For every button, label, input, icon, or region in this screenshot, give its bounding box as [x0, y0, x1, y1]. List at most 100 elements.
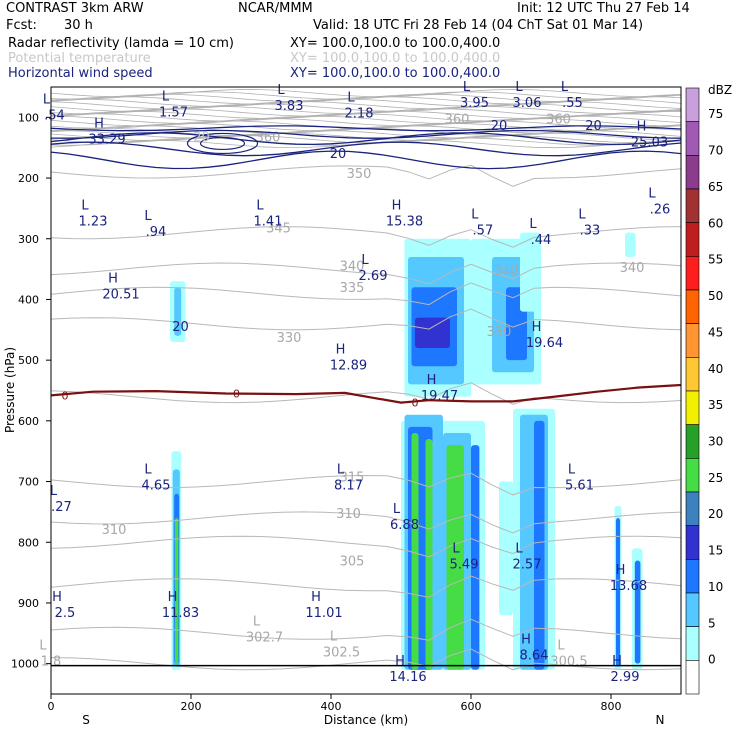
extremum-value: 5.61 [565, 479, 594, 494]
theta-contour [50, 575, 682, 598]
colorbar-swatch [685, 424, 700, 459]
extremum-marker: L [561, 80, 569, 95]
y-tick-label: 100 [18, 111, 39, 124]
extremum-marker: L [393, 502, 401, 517]
extremum-marker: H [612, 654, 622, 669]
theta-extremum-marker: L [330, 630, 338, 645]
extremum-value: .57 [473, 224, 494, 239]
extremum-marker: L [337, 463, 345, 478]
extremum-value: 12.89 [330, 358, 367, 373]
colorbar: dBZ 0 5 10 15 20 25 30 35 40 45 50 55 60 65 70 75 [685, 83, 732, 695]
theta-contour [50, 110, 682, 120]
theta-contour [50, 115, 682, 124]
reflectivity-cell [174, 287, 182, 336]
colorbar-swatch [685, 626, 700, 661]
y-tick-label: 500 [18, 354, 39, 367]
colorbar-swatch [685, 559, 700, 594]
extremum-marker: L [648, 186, 656, 201]
extremum-value: 20.51 [102, 287, 139, 302]
field-wind-xy: XY= 100.0,100.0 to 100.0,400.0 [290, 66, 501, 81]
colorbar-swatch [685, 592, 700, 627]
reflectivity-cell [615, 517, 621, 667]
theta-contour [51, 130, 682, 139]
theta-contour-label: 340 [620, 261, 645, 276]
colorbar-swatch [685, 525, 700, 560]
extremum-value: 4.65 [142, 479, 171, 494]
org-label: NCAR/MMM [238, 1, 313, 16]
theta-contour-label: 360 [546, 112, 571, 127]
theta-contour [50, 103, 682, 112]
wind-contour [50, 150, 682, 170]
valid-time: Valid: 18 UTC Fri 28 Feb 14 (04 ChT Sat … [313, 18, 644, 33]
extremum-value: 6.88 [390, 518, 419, 533]
extremum-marker: L [144, 463, 152, 478]
theta-contour-label: 335 [340, 281, 365, 296]
theta-extremum-value: 302.5 [323, 646, 360, 661]
wind-speed-layer: 20 20 20 20 20 [50, 119, 682, 335]
extremum-marker: L [43, 92, 51, 107]
theta-contour [50, 164, 682, 187]
colorbar-swatch [685, 222, 700, 257]
extremum-value: 11.01 [305, 606, 342, 621]
colorbar-swatch [685, 390, 700, 425]
colorbar-unit: dBZ [708, 83, 732, 97]
forecast-label: Fcst: [6, 18, 37, 33]
extremum-marker: H [427, 373, 437, 388]
colorbar-level-label: 30 [708, 434, 723, 448]
colorbar-swatch [685, 188, 700, 223]
extremum-marker: H [521, 633, 531, 648]
theta-contour [50, 282, 682, 306]
model-title: CONTRAST 3km ARW [6, 1, 144, 16]
extremum-value: .27 [51, 500, 72, 515]
wind-contour-label: 20 [330, 147, 347, 162]
theta-contour [50, 88, 682, 98]
theta-contour-label: 330 [487, 325, 512, 340]
wind-contour [50, 141, 682, 157]
extremum-value: 3.95 [460, 96, 489, 111]
wind-max-contour [186, 132, 259, 155]
forecast-hours: 30 h [64, 18, 93, 33]
colorbar-swatch [685, 155, 700, 190]
extremum-marker: L [578, 208, 586, 223]
y-tick-label: 700 [18, 476, 39, 489]
extremum-marker: L [50, 484, 58, 499]
extremum-marker: L [144, 209, 152, 224]
freezing-level-label: 0 [412, 397, 419, 410]
extremum-value: 1.23 [79, 215, 108, 230]
wind-contour-label: 20 [491, 119, 508, 134]
theta-contour [50, 472, 682, 496]
theta-contour-label: 350 [347, 167, 372, 182]
reflectivity-cell [625, 232, 636, 257]
y-tick-label: 600 [18, 415, 39, 428]
extremum-value: .33 [580, 224, 601, 239]
theta-contour-label: 330 [277, 331, 302, 346]
extremum-marker: H [532, 320, 542, 335]
colorbar-level-label: 45 [708, 325, 723, 339]
colorbar-swatch [685, 87, 700, 122]
theta-contour [50, 226, 682, 248]
theta-contour [50, 262, 682, 285]
freezing-level-label: 0 [62, 389, 69, 402]
header: CONTRAST 3km ARW NCAR/MMM Init: 12 UTC T… [0, 0, 740, 84]
extremum-marker: H [311, 590, 321, 605]
theta-extremum-marker: L [557, 639, 565, 654]
extremum-value: 2.57 [513, 558, 542, 573]
colorbar-level-label: 25 [708, 471, 723, 485]
extremum-value: 14.16 [389, 670, 426, 685]
extremum-marker: L [463, 80, 471, 95]
colorbar-level-label: 10 [708, 580, 723, 594]
theta-contour-label: 305 [340, 554, 365, 569]
colorbar-level-label: 70 [708, 144, 723, 158]
extremum-value: 2.99 [611, 670, 640, 685]
extremum-value: 1.41 [254, 215, 283, 230]
extremum-marker: L [471, 208, 479, 223]
reflectivity-cell [446, 445, 464, 670]
extremum-value: .94 [146, 225, 167, 240]
extremum-marker: H [392, 199, 402, 214]
extremum-value: 33.29 [88, 133, 125, 148]
y-tick-label: 300 [18, 233, 39, 246]
wind-contour [50, 132, 682, 146]
reflectivity-cell [499, 481, 513, 616]
theta-contour [50, 618, 682, 641]
